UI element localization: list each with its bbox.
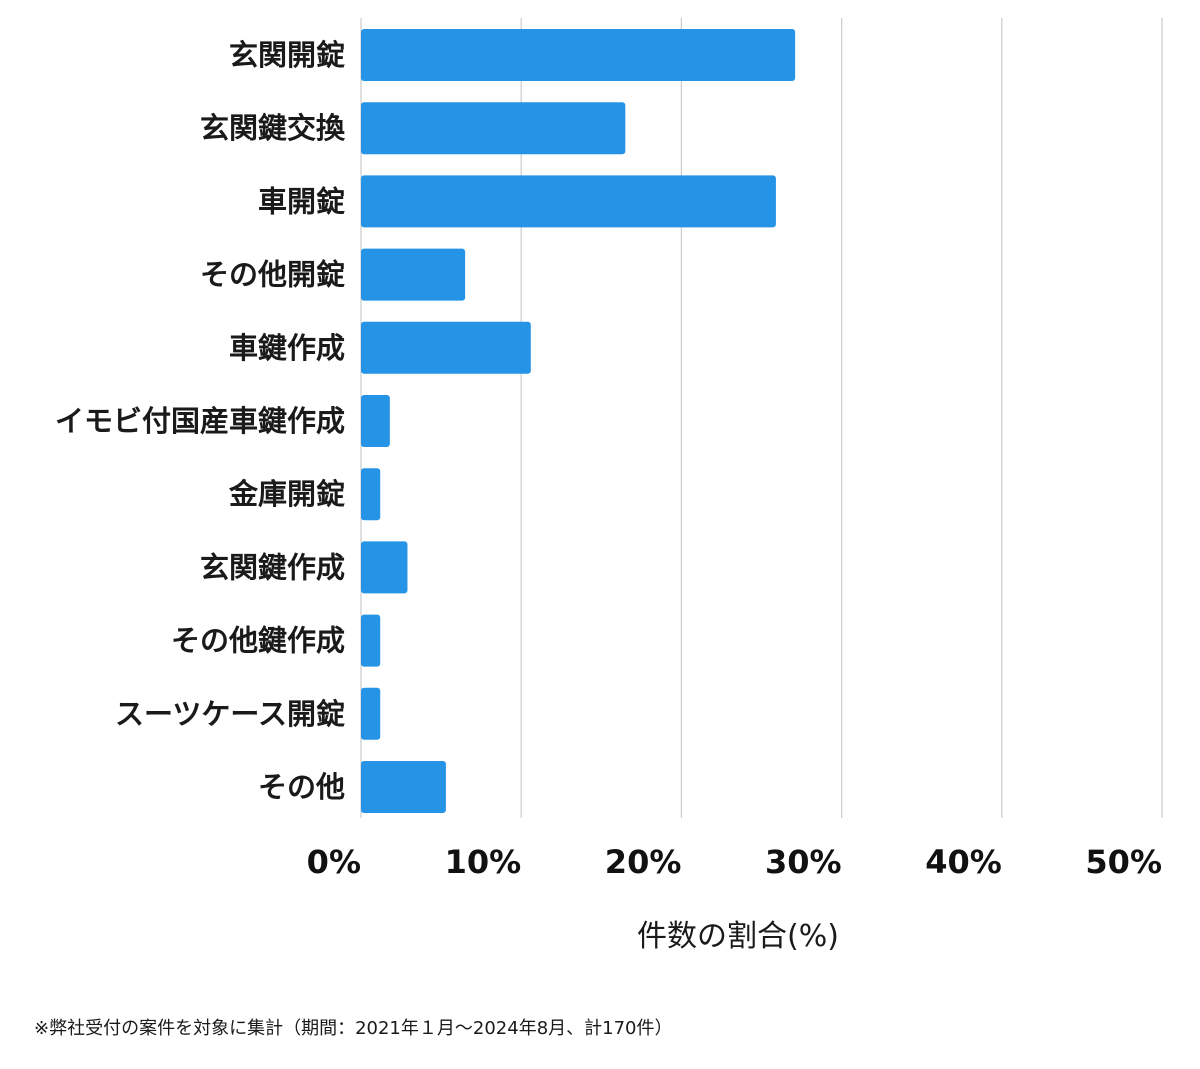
x-tick-label: 10% xyxy=(445,843,522,881)
bars xyxy=(361,29,796,813)
x-tick-labels: 0% 10% 20% 30% 40% 50% xyxy=(307,843,1162,881)
category-label: 金庫開錠 xyxy=(228,477,345,511)
category-label: その他 xyxy=(258,770,345,804)
category-label: 車鍵作成 xyxy=(229,331,345,365)
category-label: 玄関鍵交換 xyxy=(200,111,346,145)
category-labels: 玄関開錠玄関鍵交換車開錠その他開錠車鍵作成イモビ付国産車鍵作成金庫開錠玄関鍵作成… xyxy=(55,38,346,804)
category-label: その他開錠 xyxy=(200,258,345,292)
category-label: 玄関開錠 xyxy=(229,38,345,72)
category-label: 玄関鍵作成 xyxy=(200,550,345,584)
x-tick-label: 20% xyxy=(605,843,682,881)
category-label: 車開錠 xyxy=(258,184,345,218)
x-tick-label: 0% xyxy=(307,843,361,881)
category-label: スーツケース開錠 xyxy=(115,697,345,731)
x-tick-label: 50% xyxy=(1085,843,1162,881)
bar xyxy=(361,761,446,813)
bar xyxy=(361,687,381,740)
bar xyxy=(361,468,381,521)
x-tick-label: 40% xyxy=(925,843,1002,881)
bar xyxy=(361,395,390,447)
category-label: イモビ付国産車鍵作成 xyxy=(55,404,345,438)
bar xyxy=(361,321,531,374)
x-axis-title: 件数の割合(%) xyxy=(637,919,839,954)
x-tick-label: 30% xyxy=(765,843,842,881)
category-label: その他鍵作成 xyxy=(171,624,345,658)
bar xyxy=(361,102,626,155)
bar xyxy=(361,614,381,667)
bar xyxy=(361,248,466,301)
bar xyxy=(361,175,776,228)
bar xyxy=(361,29,796,81)
bar xyxy=(361,541,408,594)
footnote: ※弊社受付の案件を対象に集計（期間：2021年１月〜2024年8月、計170件） xyxy=(34,1018,673,1039)
